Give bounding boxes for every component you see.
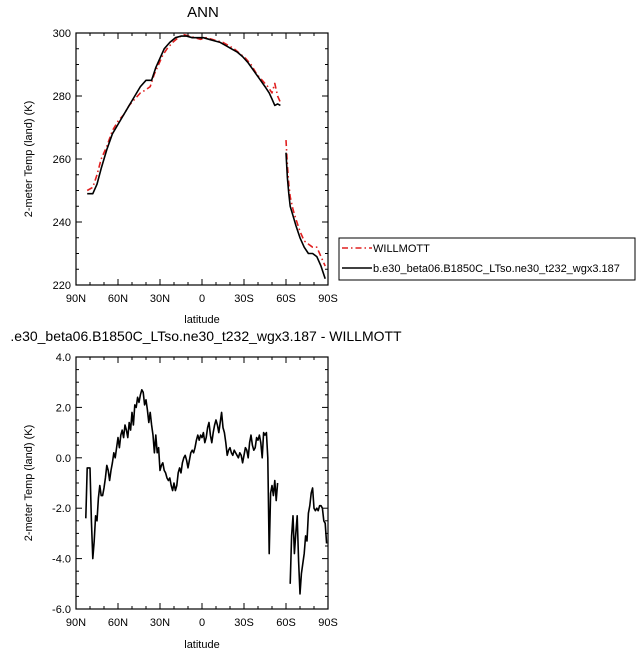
legend: WILLMOTT b.e30_beta06.B1850C_LTso.ne30_t… xyxy=(338,237,636,281)
series-line-model xyxy=(87,35,281,195)
x-tick-label: 90S xyxy=(318,617,338,629)
y-tick-label: 280 xyxy=(53,91,71,103)
axis-ticks xyxy=(75,32,329,286)
x-axis-label: latitude xyxy=(184,639,219,651)
x-tick-label: 60N xyxy=(108,617,128,629)
y-tick-label: 2.0 xyxy=(56,402,71,414)
x-tick-label: 90S xyxy=(318,293,338,305)
x-tick-label: 60S xyxy=(276,617,296,629)
top-x-axis-label: latitude xyxy=(184,314,219,326)
y-tick-label: 300 xyxy=(53,28,71,40)
y-tick-label: 240 xyxy=(53,217,71,229)
y-tick-label: 0.0 xyxy=(56,453,71,465)
plot-frame xyxy=(75,32,329,286)
difference-chart-title: .e30_beta06.B1850C_LTso.ne30_t232_wgx3.1… xyxy=(10,328,402,344)
y-tick-label: 220 xyxy=(53,280,71,292)
y-tick-label: -6.0 xyxy=(52,604,71,616)
plot-frame xyxy=(75,356,329,610)
x-tick-label: 90N xyxy=(66,293,86,305)
legend-box xyxy=(338,237,636,281)
x-tick-label: 60N xyxy=(108,293,128,305)
y-tick-label: -2.0 xyxy=(52,503,71,515)
top-panel: ANN 2-meter Temp (land) (K) 90N 60N 30N 0 30… xyxy=(23,4,338,305)
x-tick-label: 60S xyxy=(276,293,296,305)
x-tick-label: 0 xyxy=(199,293,205,305)
plot-series xyxy=(85,388,328,595)
series-line-willmott xyxy=(86,33,282,192)
x-tick-label: 90N xyxy=(66,617,86,629)
y-tick-label: 4.0 xyxy=(56,352,71,364)
legend-label-willmott: WILLMOTT xyxy=(373,243,430,255)
x-tick-label: 30N xyxy=(150,293,170,305)
difference-line xyxy=(289,487,328,595)
bottom-panel: .e30_beta06.B1850C_LTso.ne30_t232_wgx3.1… xyxy=(10,328,402,651)
y-axis-label: 2-meter Temp (land) (K) xyxy=(23,425,35,542)
x-tick-label: 30N xyxy=(150,617,170,629)
y-axis-label: 2-meter Temp (land) (K) xyxy=(23,101,35,218)
x-tick-label: 0 xyxy=(199,617,205,629)
x-tick-label: 30S xyxy=(234,293,254,305)
x-tick-label: 30S xyxy=(234,617,254,629)
tick-labels: 90N 60N 30N 0 30S 60S 90S 220 240 260 280 300 xyxy=(53,28,338,305)
y-tick-label: -4.0 xyxy=(52,554,71,566)
tick-labels: 90N 60N 30N 0 30S 60S 90S -6.0 -4.0 -2.0 0.0 2.0 4.0 xyxy=(52,352,338,629)
difference-line xyxy=(85,388,279,560)
legend-label-model: b.e30_beta06.B1850C_LTso.ne30_t232_wgx3.… xyxy=(373,263,620,275)
plot-series xyxy=(86,33,326,279)
chart-title: ANN xyxy=(187,4,219,21)
y-tick-label: 260 xyxy=(53,154,71,166)
series-line-willmott xyxy=(285,140,326,267)
series-line-model xyxy=(285,152,326,279)
